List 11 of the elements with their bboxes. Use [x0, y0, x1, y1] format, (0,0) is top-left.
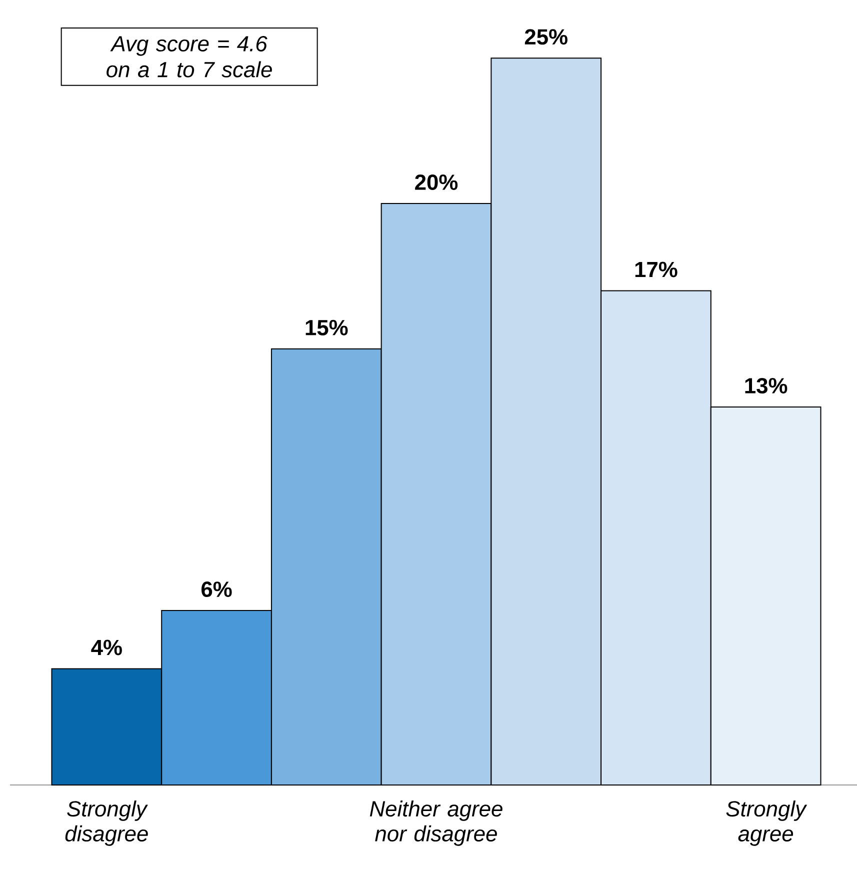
x-tick-label: Strongly agree: [726, 800, 808, 846]
data-label: 15%: [306, 320, 348, 336]
x-tick-label: Strongly disagree: [65, 800, 148, 846]
data-label: 20%: [415, 174, 458, 190]
data-label: 17%: [635, 262, 678, 278]
data-label: 4%: [91, 640, 122, 656]
data-label: 13%: [745, 378, 788, 394]
data-label: 6%: [201, 582, 232, 598]
annotation: Avg score = 4.6 on a 1 to 7 scale: [106, 36, 272, 78]
data-label: 25%: [524, 29, 568, 45]
x-tick-label: Neither agree nor disagree: [370, 800, 502, 846]
